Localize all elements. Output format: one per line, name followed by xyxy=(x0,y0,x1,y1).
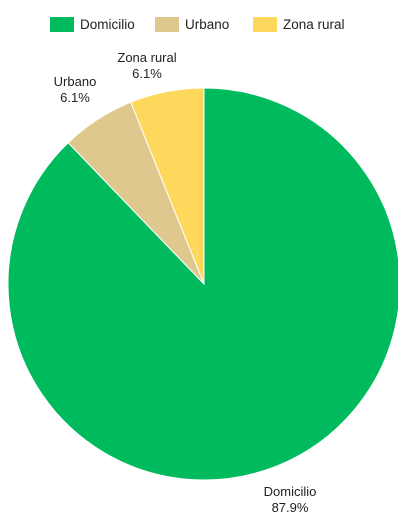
legend-swatch-zona-rural xyxy=(253,16,277,32)
slice-value-zona-rural: 6.1% xyxy=(132,66,162,81)
legend-item-domicilio[interactable]: Domicilio xyxy=(50,12,135,36)
slice-value-domicilio: 87.9% xyxy=(272,500,309,513)
pie-slice-zona-rural[interactable] xyxy=(130,87,205,285)
legend-swatch-urbano xyxy=(155,16,179,32)
pie-slice-domicilio[interactable] xyxy=(7,87,398,481)
slice-label-domicilio: Domicilio xyxy=(264,484,317,499)
slice-value-urbano: 6.1% xyxy=(60,90,90,105)
legend-label-domicilio: Domicilio xyxy=(80,16,135,32)
legend-label-zona-rural: Zona rural xyxy=(283,16,345,32)
legend-item-zona-rural[interactable]: Zona rural xyxy=(253,12,345,36)
slice-label-zona-rural: Zona rural xyxy=(117,50,176,65)
legend-swatch-domicilio xyxy=(50,16,74,32)
legend-label-urbano: Urbano xyxy=(185,16,230,32)
legend-item-urbano[interactable]: Urbano xyxy=(155,12,229,36)
chart-legend: Domicilio Urbano Zona rural xyxy=(0,12,398,36)
slice-label-urbano: Urbano xyxy=(54,74,97,89)
